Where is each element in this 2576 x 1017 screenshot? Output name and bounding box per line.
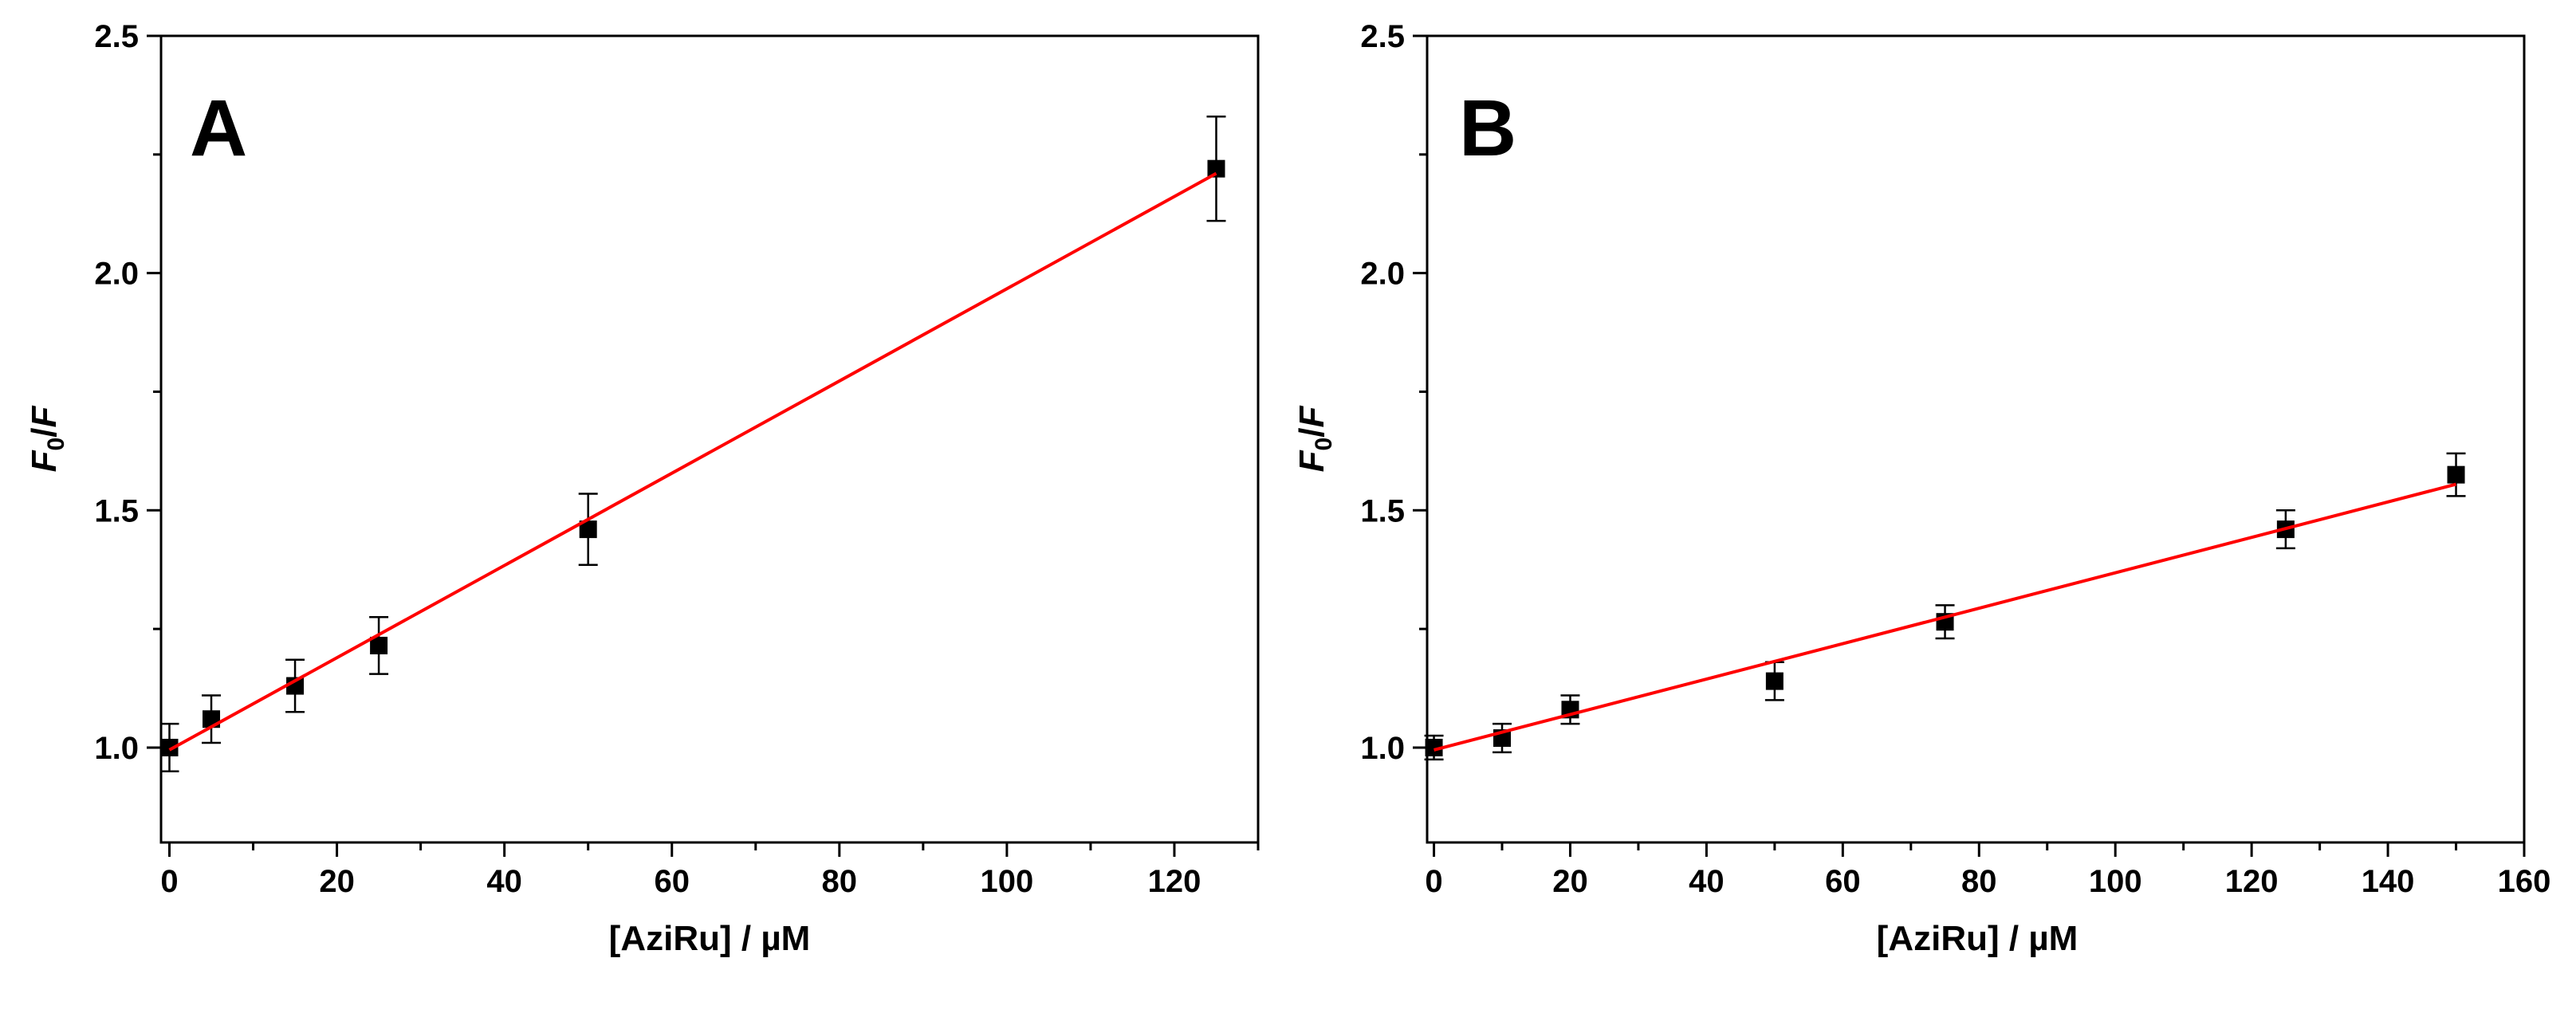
plot-frame — [1426, 34, 2526, 844]
y-tick-labels: 1.0 1.5 2.0 2.5 — [1360, 19, 1405, 766]
data-point — [1207, 159, 1225, 178]
x-tick-label: 0 — [160, 864, 178, 899]
ticks — [147, 34, 1260, 857]
x-tick-label: 80 — [822, 864, 858, 899]
panel-a: 0 20 40 60 80 100 120 1.0 1.5 2.0 2.5 A [AziRu] /… — [25, 19, 1260, 958]
y-tick-label: 2.5 — [1360, 19, 1405, 54]
x-tick-label: 100 — [981, 864, 1034, 899]
x-tick-label: 0 — [1425, 864, 1442, 899]
y-axis-title-sub: 0 — [43, 438, 69, 451]
x-tick-label: 40 — [486, 864, 522, 899]
x-axis-title-unit: µM — [761, 919, 810, 958]
data-point — [160, 738, 179, 756]
error-bars — [159, 115, 1226, 772]
y-tick-label: 2.0 — [1360, 257, 1405, 292]
y-axis-title-f: F — [25, 450, 64, 472]
x-tick-label: 40 — [1689, 864, 1725, 899]
data-point — [1765, 672, 1784, 690]
y-tick-label: 1.5 — [1360, 493, 1405, 528]
plot-frame — [159, 34, 1260, 844]
y-tick-labels: 1.0 1.5 2.0 2.5 — [94, 19, 139, 766]
y-tick-label: 2.5 — [94, 19, 139, 54]
y-axis-title-f: F — [1292, 450, 1331, 472]
y-tick-label: 1.0 — [94, 731, 139, 766]
y-tick-label: 1.0 — [1360, 731, 1405, 766]
x-axis-title-unit: µM — [2028, 919, 2078, 958]
y-axis-title-slash: / — [1292, 428, 1331, 438]
panel-b: 0 20 40 60 80 100 120 140 160 1.0 1.5 2.0 2.5 B [Az… — [1292, 19, 2550, 958]
x-tick-label: 20 — [1552, 864, 1588, 899]
data-point — [1425, 738, 1443, 756]
ticks — [1413, 34, 2526, 857]
x-axis-title-main: [AziRu] / — [1877, 919, 2029, 958]
fit-line — [168, 171, 1217, 752]
x-tick-label: 20 — [319, 864, 355, 899]
panel-letter: B — [1459, 84, 1516, 173]
x-tick-label: 80 — [1961, 864, 1997, 899]
x-tick-label: 140 — [2362, 864, 2415, 899]
x-tick-label: 60 — [1825, 864, 1861, 899]
x-tick-label: 160 — [2498, 864, 2551, 899]
y-tick-label: 2.0 — [94, 257, 139, 292]
data-markers — [160, 159, 1225, 756]
panel-letter: A — [190, 84, 247, 173]
y-axis-title: F0/F — [25, 406, 69, 473]
data-point — [370, 636, 388, 654]
data-point — [579, 520, 597, 539]
y-axis-title-slash: / — [25, 428, 64, 438]
x-tick-label: 120 — [1148, 864, 1201, 899]
x-tick-label: 120 — [2225, 864, 2279, 899]
y-axis-title-f2: F — [1292, 406, 1331, 428]
x-axis-title-main: [AziRu] / — [609, 919, 761, 958]
x-tick-label: 100 — [2089, 864, 2142, 899]
error-bars — [1424, 452, 2466, 761]
x-tick-label: 60 — [654, 864, 690, 899]
y-axis-title-f2: F — [25, 406, 64, 428]
x-axis-title: [AziRu] / µM — [1877, 919, 2078, 958]
fit-line — [1434, 482, 2457, 752]
x-tick-labels: 0 20 40 60 80 100 120 — [160, 864, 1201, 899]
x-axis-title: [AziRu] / µM — [609, 919, 811, 958]
y-axis-title-sub: 0 — [1311, 438, 1337, 451]
y-tick-label: 1.5 — [94, 493, 139, 528]
data-point — [2447, 465, 2465, 484]
x-tick-labels: 0 20 40 60 80 100 120 140 160 — [1425, 864, 2550, 899]
y-axis-title: F0/F — [1292, 406, 1337, 473]
